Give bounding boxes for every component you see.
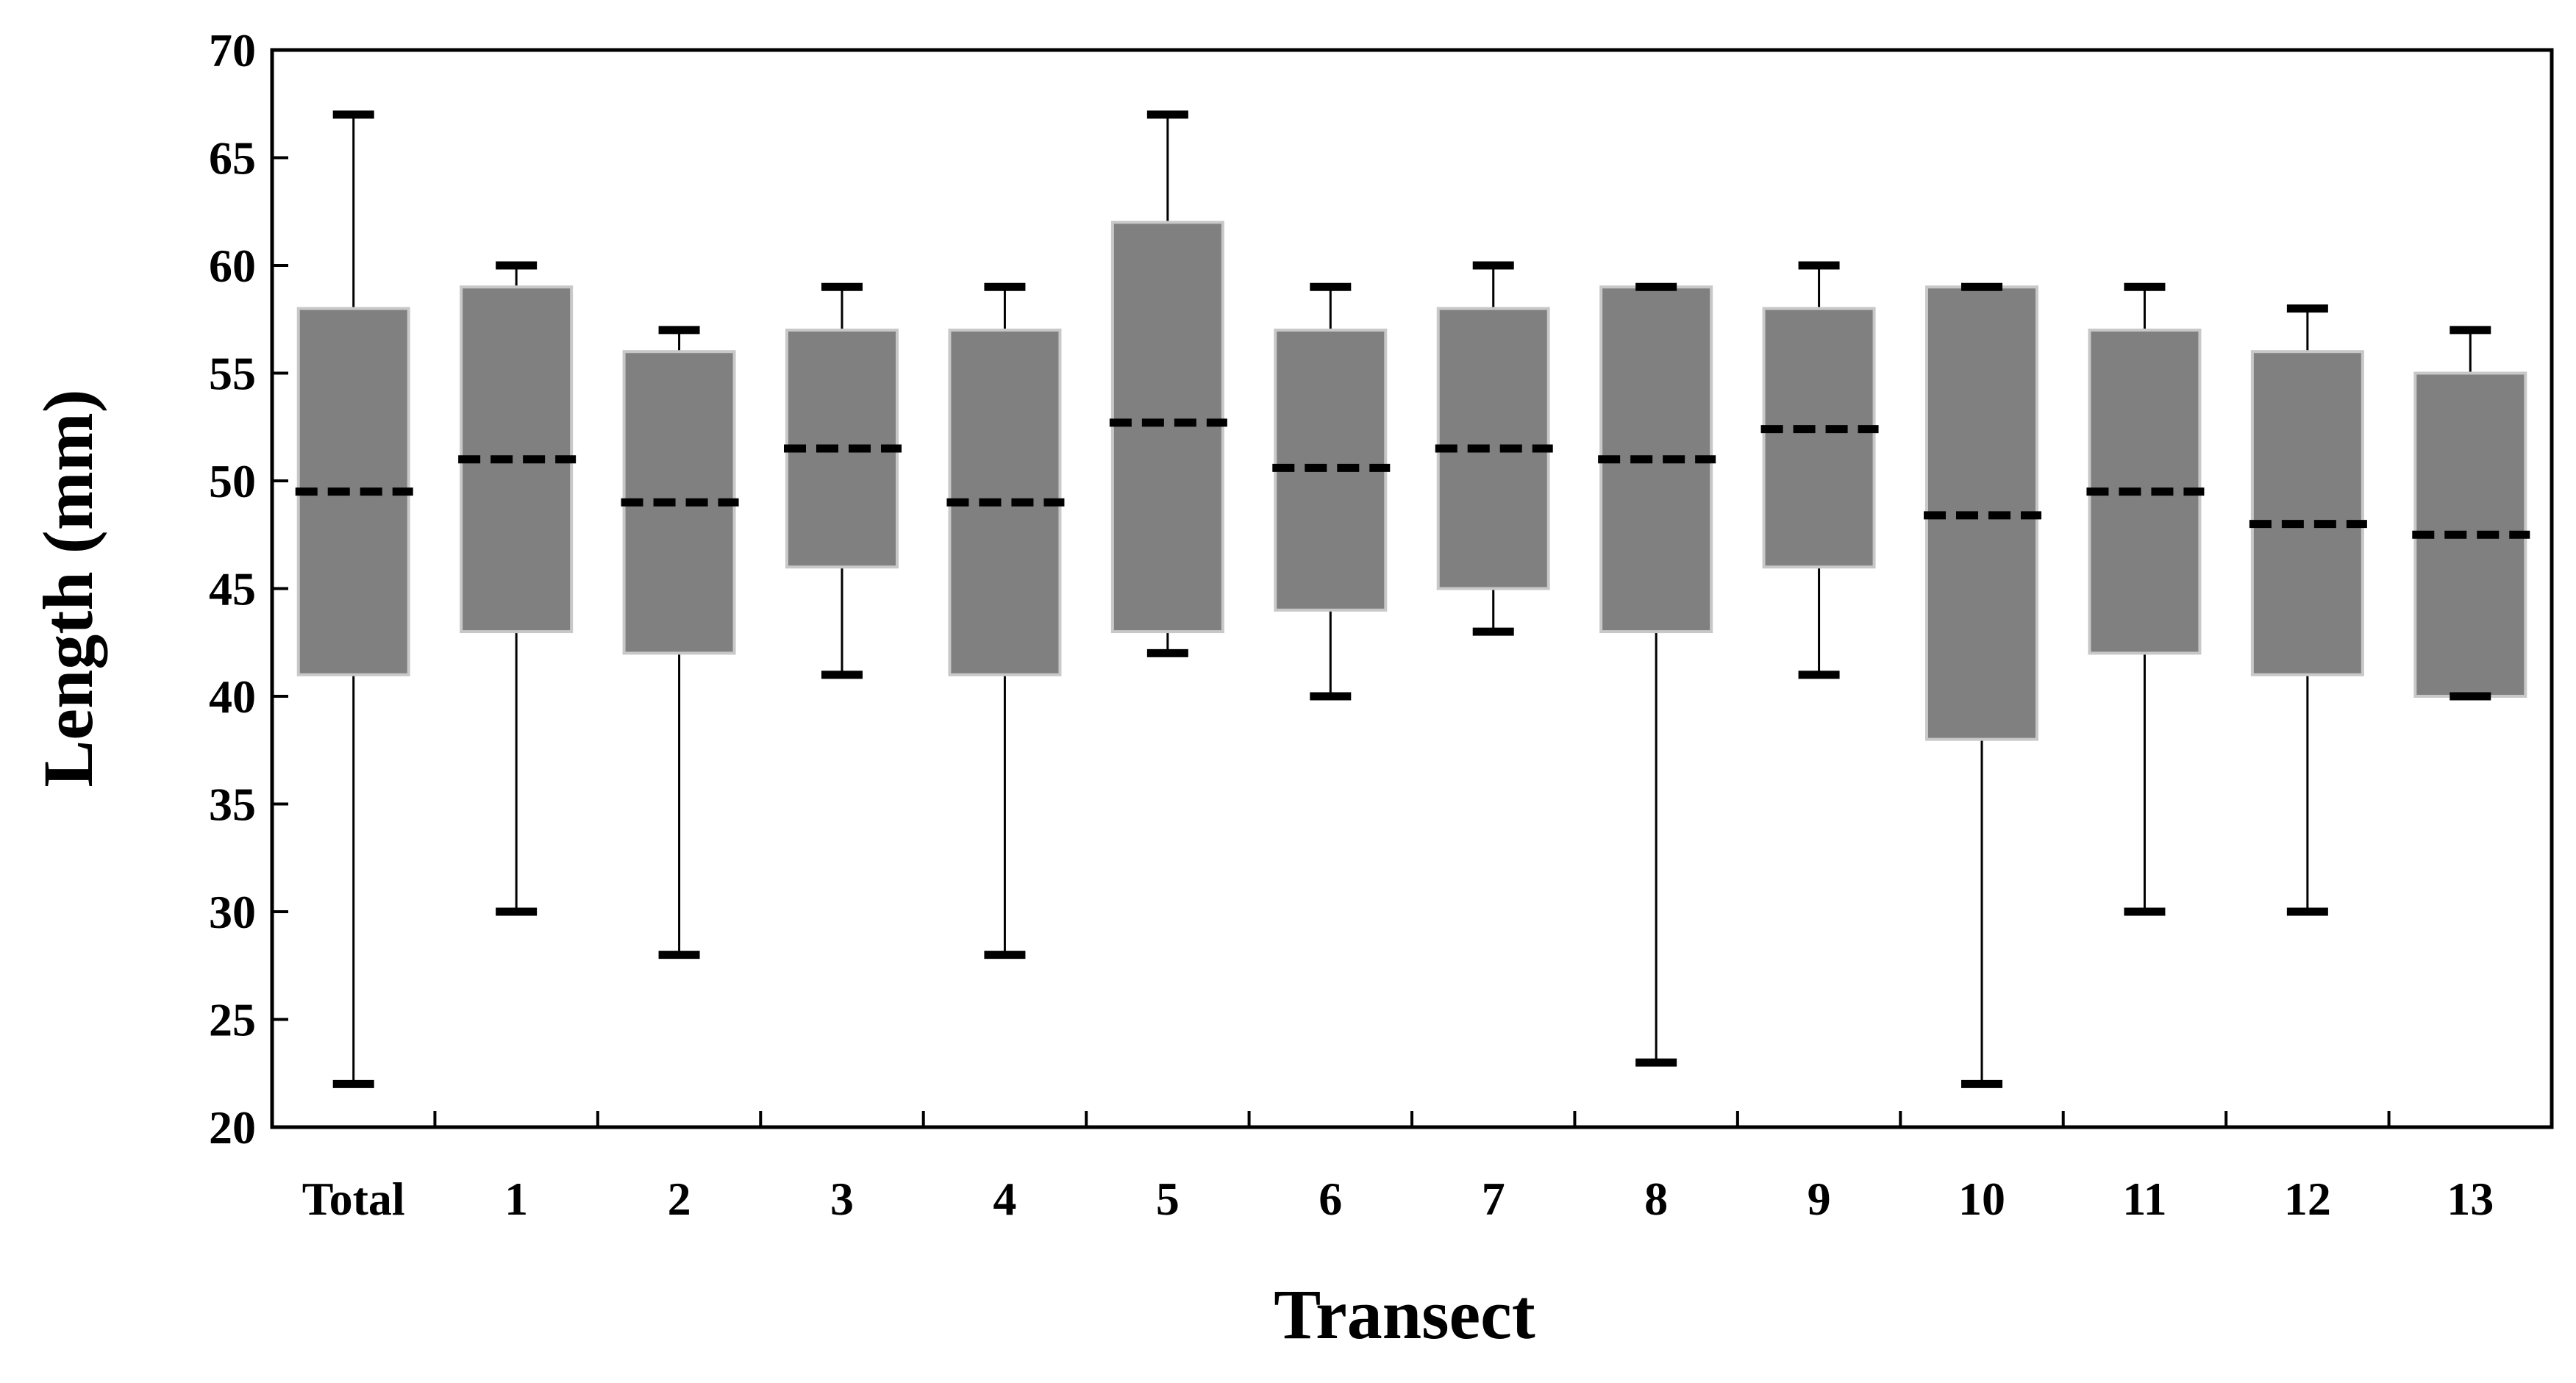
x-tick-label: 12 bbox=[2284, 1173, 2331, 1225]
box-group bbox=[1272, 282, 1391, 701]
x-tick-label: 1 bbox=[504, 1173, 528, 1225]
x-tick-labels: Total 1 2 3 4 5 6 7 8 9 10 11 12 13 bbox=[302, 1173, 2494, 1225]
x-tick-label: 13 bbox=[2447, 1173, 2494, 1225]
y-tick-label: 70 bbox=[209, 24, 256, 76]
box bbox=[1110, 221, 1224, 634]
y-tick-labels: 20 25 30 35 40 45 50 55 60 65 70 bbox=[209, 24, 256, 1154]
y-tick-label: 55 bbox=[209, 348, 256, 400]
box-group bbox=[784, 282, 902, 679]
boxes-layer bbox=[295, 110, 2530, 1088]
y-tick-label: 35 bbox=[209, 779, 256, 831]
box-group bbox=[2086, 282, 2205, 916]
y-tick-label: 25 bbox=[209, 994, 256, 1046]
x-tick-label: 9 bbox=[1808, 1173, 1831, 1225]
box-group bbox=[1924, 282, 2041, 1088]
x-tick-label: 2 bbox=[668, 1173, 691, 1225]
axis-ticks bbox=[272, 49, 2391, 1129]
box bbox=[2250, 350, 2364, 676]
x-tick-label: 7 bbox=[1482, 1173, 1505, 1225]
y-tick-label: 60 bbox=[209, 240, 256, 292]
x-tick-label: 8 bbox=[1644, 1173, 1668, 1225]
box-group bbox=[2412, 326, 2530, 701]
x-tick-label: 11 bbox=[2122, 1173, 2166, 1225]
box-group bbox=[1760, 261, 1879, 679]
x-tick-label: 10 bbox=[1958, 1173, 2005, 1225]
plot-frame bbox=[270, 48, 2554, 1129]
x-tick-label: 6 bbox=[1319, 1173, 1342, 1225]
y-tick-label: 65 bbox=[209, 132, 256, 185]
y-axis-title: Length (mm) bbox=[29, 389, 107, 787]
box bbox=[1762, 307, 1876, 569]
box-group bbox=[1435, 261, 1553, 636]
box-group bbox=[2249, 304, 2367, 916]
y-tick-label: 40 bbox=[209, 671, 256, 723]
x-tick-label: 5 bbox=[1156, 1173, 1180, 1225]
x-axis-title: Transect bbox=[1274, 1275, 1535, 1354]
box-group bbox=[621, 326, 739, 959]
box-group bbox=[458, 261, 577, 916]
box-group bbox=[295, 110, 413, 1088]
y-tick-label: 45 bbox=[209, 563, 256, 615]
box-group bbox=[946, 282, 1065, 959]
y-tick-label: 30 bbox=[209, 886, 256, 938]
x-tick-label: 3 bbox=[830, 1173, 854, 1225]
y-tick-label: 50 bbox=[209, 455, 256, 507]
box-group bbox=[1109, 110, 1227, 657]
y-tick-label: 20 bbox=[209, 1101, 256, 1154]
x-tick-label: Total bbox=[302, 1173, 405, 1225]
box-group bbox=[1598, 282, 1716, 1067]
x-tick-label: 4 bbox=[993, 1173, 1016, 1225]
